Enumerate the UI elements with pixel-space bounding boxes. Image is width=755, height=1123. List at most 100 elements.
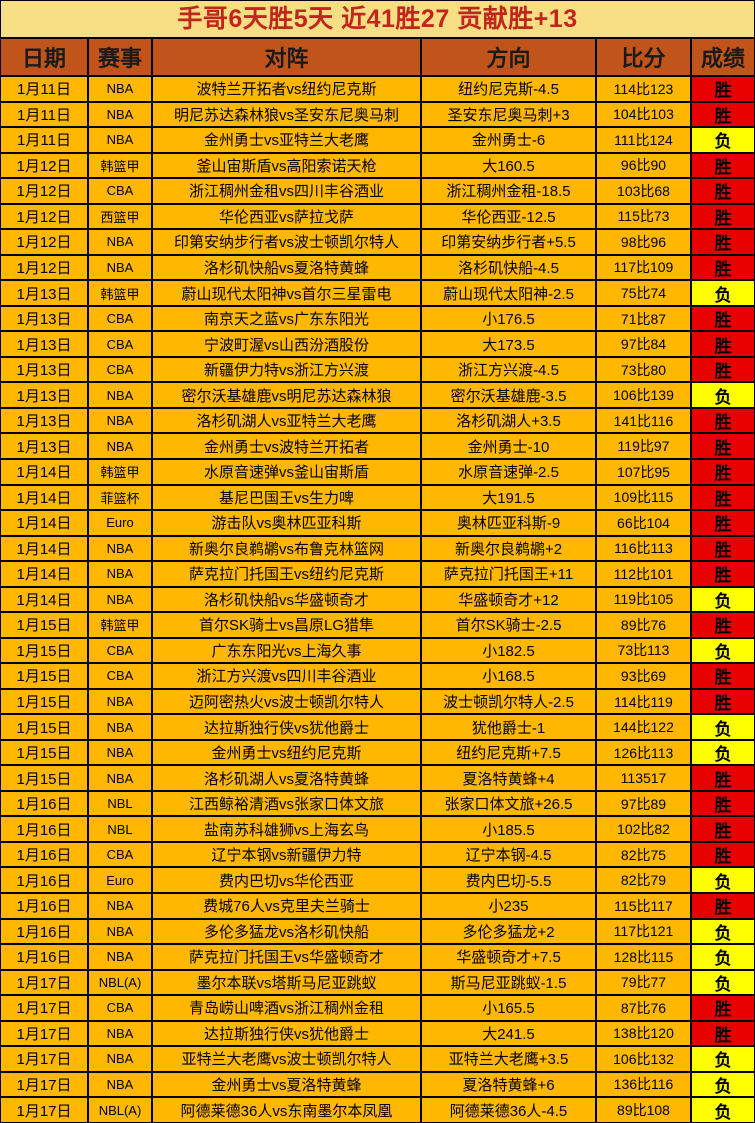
table-row[interactable]: 1月15日 NBA 金州勇士vs纽约尼克斯 纽约尼克斯+7.5 126比113 负 (1, 740, 754, 767)
table-row[interactable]: 1月13日 CBA 南京天之蓝vs广东东阳光 小176.5 71比87 胜 (1, 306, 754, 333)
cell-date: 1月14日 (1, 511, 89, 535)
table-row[interactable]: 1月17日 NBA 亚特兰大老鹰vs波士顿凯尔特人 亚特兰大老鹰+3.5 106比132… (1, 1047, 754, 1073)
cell-direction: 夏洛特黄蜂+4 (422, 766, 597, 790)
cell-league: NBA (89, 766, 153, 790)
table-row[interactable]: 1月14日 NBA 萨克拉门托国王vs纽约尼克斯 萨克拉门托国王+11 112比101 胜 (1, 562, 754, 588)
cell-date: 1月13日 (1, 434, 89, 458)
table-row[interactable]: 1月15日 韩篮甲 首尔SK骑士vs昌原LG猎隼 首尔SK骑士-2.5 89比76 胜 (1, 613, 754, 639)
page-title: 手哥6天胜5天 近41胜27 贡献胜+13 (177, 4, 578, 33)
table-row[interactable]: 1月14日 韩篮甲 水原音速弹vs釜山宙斯盾 水原音速弹-2.5 107比95 胜 (1, 459, 754, 486)
table-row[interactable]: 1月13日 CBA 新疆伊力特vs浙江方兴渡 浙江方兴渡-4.5 73比80 胜 (1, 357, 754, 384)
cell-league: NBA (89, 230, 153, 254)
cell-match: 新疆伊力特vs浙江方兴渡 (153, 357, 422, 382)
table-row[interactable]: 1月12日 韩篮甲 釜山宙斯盾vs高阳索诺天枪 大160.5 96比90 胜 (1, 153, 754, 180)
status-badge: 胜 (692, 77, 754, 101)
cell-score: 144比122 (597, 715, 692, 739)
table-row[interactable]: 1月16日 NBA 费城76人vs克里夫兰骑士 小235 115比117 胜 (1, 894, 754, 920)
cell-league: NBA (89, 1047, 153, 1071)
cell-score: 119比97 (597, 434, 692, 458)
cell-direction: 大191.5 (422, 485, 597, 510)
table-row[interactable]: 1月17日 NBL(A) 墨尔本联vs塔斯马尼亚跳蚁 斯马尼亚跳蚁-1.5 79比77 负 (1, 970, 754, 997)
status-badge: 胜 (692, 332, 754, 356)
cell-score: 104比103 (597, 102, 692, 127)
cell-direction: 亚特兰大老鹰+3.5 (422, 1047, 597, 1071)
status-badge: 负 (692, 1072, 754, 1097)
table-row[interactable]: 1月11日 NBA 明尼苏达森林狼vs圣安东尼奥马刺 圣安东尼奥马刺+3 104比103… (1, 102, 754, 129)
status-badge: 胜 (692, 791, 754, 816)
status-badge: 负 (692, 587, 754, 612)
table-row[interactable]: 1月15日 NBA 迈阿密热火vs波士顿凯尔特人 波士顿凯尔特人-2.5 114比119… (1, 689, 754, 716)
cell-score: 98比96 (597, 230, 692, 254)
cell-date: 1月13日 (1, 281, 89, 305)
cell-direction: 多伦多猛龙+2 (422, 919, 597, 944)
status-badge: 胜 (692, 996, 754, 1020)
cell-match: 洛杉矶快船vs华盛顿奇才 (153, 587, 422, 612)
column-header-score: 比分 (597, 39, 692, 75)
table-row[interactable]: 1月15日 CBA 浙江方兴渡vs四川丰谷酒业 小168.5 93比69 胜 (1, 664, 754, 690)
cell-score: 73比80 (597, 357, 692, 382)
table-row[interactable]: 1月16日 NBA 多伦多猛龙vs洛杉矶快船 多伦多猛龙+2 117比121 负 (1, 919, 754, 946)
table-row[interactable]: 1月13日 NBA 金州勇士vs波特兰开拓者 金州勇士-10 119比97 胜 (1, 434, 754, 460)
table-row[interactable]: 1月16日 CBA 辽宁本钢vs新疆伊力特 辽宁本钢-4.5 82比75 胜 (1, 842, 754, 869)
cell-match: 蔚山现代太阳神vs首尔三星雷电 (153, 281, 422, 305)
table-row[interactable]: 1月15日 NBA 达拉斯独行侠vs犹他爵士 犹他爵士-1 144比122 负 (1, 715, 754, 741)
table-row[interactable]: 1月13日 CBA 宁波町渥vs山西汾酒股份 大173.5 97比84 胜 (1, 332, 754, 358)
table-row[interactable]: 1月14日 菲篮杯 基尼巴国王vs生力啤 大191.5 109比115 胜 (1, 485, 754, 512)
results-table: 日期 赛事 对阵 方向 比分 成绩 1月11日 NBA 波特兰开拓者vs纽约尼克斯纽… (1, 39, 754, 1122)
cell-date: 1月16日 (1, 868, 89, 892)
cell-date: 1月13日 (1, 357, 89, 382)
column-header-match: 对阵 (153, 39, 422, 75)
cell-match: 宁波町渥vs山西汾酒股份 (153, 332, 422, 356)
cell-league: NBA (89, 408, 153, 433)
cell-league: NBA (89, 1021, 153, 1046)
cell-date: 1月17日 (1, 996, 89, 1020)
table-row[interactable]: 1月17日 NBA 金州勇士vs夏洛特黄蜂 夏洛特黄蜂+6 136比116 负 (1, 1072, 754, 1099)
table-row[interactable]: 1月11日 NBA 波特兰开拓者vs纽约尼克斯 纽约尼克斯-4.5 114比123 胜 (1, 77, 754, 103)
table-row[interactable]: 1月16日 NBL 江西鲸裕清酒vs张家口体文旅 张家口体文旅+26.5 97比89 胜 (1, 791, 754, 818)
cell-direction: 新奥尔良鹈鹕+2 (422, 536, 597, 561)
table-row[interactable]: 1月11日 NBA 金州勇士vs亚特兰大老鹰 金州勇士-6 111比124 负 (1, 128, 754, 154)
cell-direction: 犹他爵士-1 (422, 715, 597, 739)
table-row[interactable]: 1月12日 CBA 浙江稠州金租vs四川丰谷酒业 浙江稠州金租-18.5 103比68 胜 (1, 179, 754, 205)
table-row[interactable]: 1月12日 NBA 洛杉矶快船vs夏洛特黄蜂 洛杉矶快船-4.5 117比109 胜 (1, 255, 754, 282)
cell-direction: 蔚山现代太阳神-2.5 (422, 281, 597, 305)
cell-direction: 小182.5 (422, 638, 597, 663)
table-row[interactable]: 1月14日 Euro 游击队vs奥林匹亚科斯 奥林匹亚科斯-9 66比104 胜 (1, 511, 754, 537)
table-row[interactable]: 1月17日 CBA 青岛崂山啤酒vs浙江稠州金租 小165.5 87比76 胜 (1, 996, 754, 1022)
table-row[interactable]: 1月13日 NBA 密尔沃基雄鹿vs明尼苏达森林狼 密尔沃基雄鹿-3.5 106比139… (1, 383, 754, 409)
table-row[interactable]: 1月16日 NBA 萨克拉门托国王vs华盛顿奇才 华盛顿奇才+7.5 128比115 负 (1, 945, 754, 971)
cell-league: 韩篮甲 (89, 459, 153, 484)
cell-date: 1月12日 (1, 230, 89, 254)
table-row[interactable]: 1月16日 NBL 盐南苏科雄狮vs上海玄鸟 小185.5 102比82 胜 (1, 817, 754, 843)
table-row[interactable]: 1月16日 Euro 费内巴切vs华伦西亚 费内巴切-5.5 82比79 负 (1, 868, 754, 894)
cell-direction: 张家口体文旅+26.5 (422, 791, 597, 816)
cell-league: 韩篮甲 (89, 153, 153, 178)
cell-league: CBA (89, 996, 153, 1020)
cell-date: 1月15日 (1, 715, 89, 739)
cell-match: 多伦多猛龙vs洛杉矶快船 (153, 919, 422, 944)
cell-score: 114比119 (597, 689, 692, 714)
table-row[interactable]: 1月12日 西篮甲 华伦西亚vs萨拉戈萨 华伦西亚-12.5 115比73 胜 (1, 204, 754, 231)
cell-match: 辽宁本钢vs新疆伊力特 (153, 842, 422, 867)
table-row[interactable]: 1月17日 NBL(A) 阿德莱德36人vs东南墨尔本凤凰 阿德莱德36人-4.5 89… (1, 1098, 754, 1122)
table-row[interactable]: 1月15日 NBA 洛杉矶湖人vs夏洛特黄蜂 夏洛特黄蜂+4 113517 胜 (1, 766, 754, 792)
cell-score: 102比82 (597, 817, 692, 841)
cell-direction: 奥林匹亚科斯-9 (422, 511, 597, 535)
cell-score: 117比121 (597, 919, 692, 944)
cell-match: 釜山宙斯盾vs高阳索诺天枪 (153, 153, 422, 178)
table-row[interactable]: 1月12日 NBA 印第安纳步行者vs波士顿凯尔特人 印第安纳步行者+5.5 98比96… (1, 230, 754, 256)
cell-date: 1月14日 (1, 587, 89, 612)
table-row[interactable]: 1月17日 NBA 达拉斯独行侠vs犹他爵士 大241.5 138比120 胜 (1, 1021, 754, 1048)
table-row[interactable]: 1月13日 韩篮甲 蔚山现代太阳神vs首尔三星雷电 蔚山现代太阳神-2.5 75比74 负 (1, 281, 754, 307)
cell-date: 1月12日 (1, 179, 89, 203)
cell-date: 1月15日 (1, 766, 89, 790)
table-row[interactable]: 1月14日 NBA 洛杉矶快船vs华盛顿奇才 华盛顿奇才+12 119比105 负 (1, 587, 754, 614)
cell-direction: 大241.5 (422, 1021, 597, 1046)
table-row[interactable]: 1月14日 NBA 新奥尔良鹈鹕vs布鲁克林篮网 新奥尔良鹈鹕+2 116比113 胜 (1, 536, 754, 563)
status-badge: 胜 (692, 842, 754, 867)
status-badge: 负 (692, 638, 754, 663)
table-row[interactable]: 1月13日 NBA 洛杉矶湖人vs亚特兰大老鹰 洛杉矶湖人+3.5 141比116 胜 (1, 408, 754, 435)
cell-date: 1月15日 (1, 740, 89, 765)
table-row[interactable]: 1月15日 CBA 广东东阳光vs上海久事 小182.5 73比113 负 (1, 638, 754, 665)
cell-date: 1月17日 (1, 1021, 89, 1046)
